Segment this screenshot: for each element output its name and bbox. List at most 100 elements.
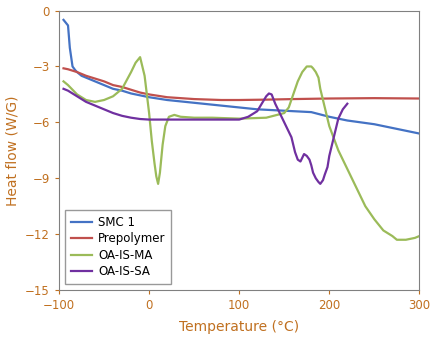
OA-IS-SA bbox=[298, 159, 303, 164]
Prepolymer bbox=[102, 79, 107, 83]
OA-IS-MA bbox=[61, 79, 66, 83]
OA-IS-SA bbox=[286, 130, 291, 134]
SMC 1 bbox=[218, 104, 224, 108]
Prepolymer bbox=[164, 95, 170, 99]
OA-IS-MA bbox=[157, 171, 163, 175]
Line: OA-IS-MA: OA-IS-MA bbox=[64, 57, 419, 240]
Prepolymer bbox=[237, 98, 242, 102]
Prepolymer bbox=[372, 96, 377, 100]
SMC 1 bbox=[309, 110, 314, 114]
OA-IS-SA bbox=[129, 116, 134, 120]
SMC 1 bbox=[67, 46, 72, 50]
Prepolymer bbox=[264, 98, 269, 102]
OA-IS-SA bbox=[191, 118, 197, 122]
SMC 1 bbox=[237, 105, 242, 109]
OA-IS-SA bbox=[307, 158, 312, 162]
SMC 1 bbox=[201, 102, 206, 106]
SMC 1 bbox=[327, 115, 332, 119]
Prepolymer bbox=[119, 85, 125, 89]
Prepolymer bbox=[327, 97, 332, 101]
OA-IS-SA bbox=[310, 171, 316, 175]
OA-IS-SA bbox=[327, 154, 332, 158]
SMC 1 bbox=[110, 87, 116, 91]
OA-IS-SA bbox=[313, 176, 318, 180]
SMC 1 bbox=[399, 128, 404, 132]
SMC 1 bbox=[272, 108, 278, 112]
Y-axis label: Heat flow (W/G): Heat flow (W/G) bbox=[6, 95, 20, 206]
OA-IS-SA bbox=[282, 120, 287, 124]
SMC 1 bbox=[129, 91, 134, 96]
OA-IS-MA bbox=[318, 87, 323, 91]
SMC 1 bbox=[65, 23, 71, 28]
OA-IS-SA bbox=[340, 107, 345, 112]
OA-IS-SA bbox=[245, 115, 251, 119]
Prepolymer bbox=[417, 97, 422, 101]
OA-IS-SA bbox=[320, 178, 326, 182]
OA-IS-SA bbox=[218, 118, 224, 122]
SMC 1 bbox=[83, 75, 89, 80]
SMC 1 bbox=[102, 83, 107, 87]
OA-IS-MA bbox=[417, 234, 422, 238]
OA-IS-SA bbox=[146, 118, 152, 122]
OA-IS-SA bbox=[316, 180, 321, 184]
SMC 1 bbox=[137, 93, 143, 97]
OA-IS-SA bbox=[345, 102, 350, 106]
OA-IS-SA bbox=[318, 182, 323, 186]
SMC 1 bbox=[255, 107, 260, 112]
Prepolymer bbox=[61, 66, 66, 70]
OA-IS-SA bbox=[291, 143, 296, 147]
Prepolymer bbox=[92, 76, 98, 81]
OA-IS-SA bbox=[164, 118, 170, 122]
SMC 1 bbox=[73, 68, 78, 72]
OA-IS-SA bbox=[301, 152, 307, 156]
OA-IS-MA bbox=[156, 182, 161, 186]
SMC 1 bbox=[79, 74, 84, 78]
OA-IS-SA bbox=[119, 114, 125, 118]
Legend: SMC 1, Prepolymer, OA-IS-MA, OA-IS-SA: SMC 1, Prepolymer, OA-IS-MA, OA-IS-SA bbox=[65, 210, 171, 284]
Prepolymer bbox=[110, 83, 116, 87]
SMC 1 bbox=[345, 118, 350, 122]
Line: Prepolymer: Prepolymer bbox=[64, 68, 419, 100]
SMC 1 bbox=[92, 79, 98, 83]
OA-IS-SA bbox=[295, 158, 300, 162]
OA-IS-SA bbox=[277, 111, 283, 115]
OA-IS-MA bbox=[394, 238, 399, 242]
OA-IS-SA bbox=[304, 154, 310, 158]
OA-IS-SA bbox=[61, 87, 66, 91]
OA-IS-SA bbox=[336, 117, 341, 121]
SMC 1 bbox=[75, 70, 80, 74]
Prepolymer bbox=[137, 90, 143, 95]
SMC 1 bbox=[61, 18, 66, 22]
OA-IS-SA bbox=[331, 135, 337, 139]
SMC 1 bbox=[183, 100, 188, 104]
OA-IS-SA bbox=[92, 104, 98, 108]
OA-IS-SA bbox=[269, 92, 274, 97]
OA-IS-SA bbox=[237, 118, 242, 122]
OA-IS-SA bbox=[325, 165, 330, 169]
OA-IS-SA bbox=[102, 107, 107, 112]
OA-IS-SA bbox=[259, 102, 264, 106]
X-axis label: Temperature (°C): Temperature (°C) bbox=[179, 320, 299, 335]
OA-IS-MA bbox=[310, 66, 316, 70]
OA-IS-SA bbox=[65, 89, 71, 93]
SMC 1 bbox=[70, 64, 75, 68]
OA-IS-SA bbox=[110, 111, 116, 115]
OA-IS-SA bbox=[75, 94, 80, 98]
Prepolymer bbox=[129, 88, 134, 92]
OA-IS-SA bbox=[272, 102, 278, 106]
OA-IS-MA bbox=[137, 55, 143, 59]
SMC 1 bbox=[119, 89, 125, 93]
SMC 1 bbox=[417, 132, 422, 136]
Line: SMC 1: SMC 1 bbox=[64, 20, 419, 134]
OA-IS-MA bbox=[146, 111, 152, 115]
Prepolymer bbox=[191, 97, 197, 101]
OA-IS-SA bbox=[293, 150, 298, 154]
OA-IS-MA bbox=[412, 236, 418, 240]
SMC 1 bbox=[146, 95, 152, 99]
Prepolymer bbox=[218, 98, 224, 102]
Line: OA-IS-SA: OA-IS-SA bbox=[64, 89, 347, 184]
Prepolymer bbox=[291, 97, 296, 101]
OA-IS-SA bbox=[309, 163, 314, 167]
OA-IS-SA bbox=[137, 117, 143, 121]
SMC 1 bbox=[291, 109, 296, 113]
